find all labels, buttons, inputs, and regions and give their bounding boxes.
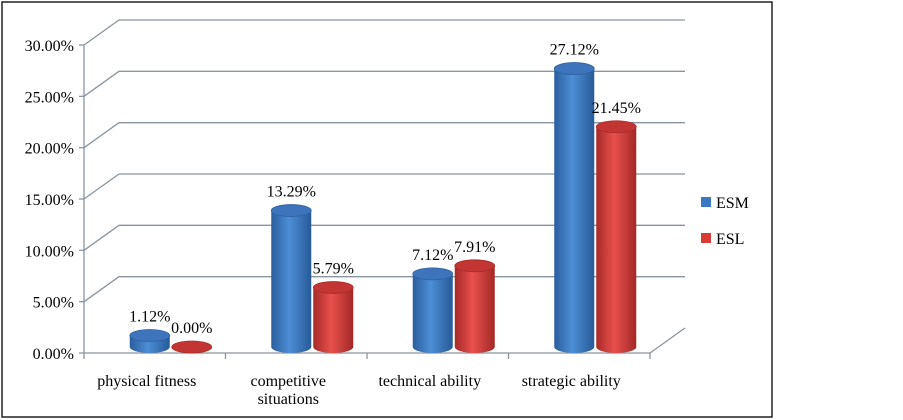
y-tick-label: 0.00% [33, 346, 74, 363]
bar-body [596, 126, 637, 353]
bar-top [171, 340, 213, 354]
y-tick-label: 5.00% [33, 295, 74, 312]
legend-label: ESM [716, 195, 749, 212]
bar-top [595, 120, 637, 134]
data-label: 1.12% [129, 309, 170, 326]
data-label: 21.45% [592, 100, 641, 117]
bar-esm [129, 329, 171, 353]
bar-body [554, 68, 595, 354]
bar-esm [412, 267, 454, 353]
bar-top [454, 259, 496, 273]
bar-top [412, 267, 454, 281]
bar-body [412, 273, 453, 353]
data-label: 5.79% [313, 261, 354, 278]
y-tick-label: 25.00% [25, 89, 74, 106]
legend-swatch-esm [701, 197, 711, 207]
y-tick-label: 15.00% [25, 192, 74, 209]
gridline [83, 70, 685, 97]
chart-border [1, 1, 773, 418]
y-tick-label: 30.00% [25, 38, 74, 55]
legend-label: ESL [716, 231, 744, 248]
bar-top [129, 329, 171, 342]
data-label: 0.00% [171, 320, 212, 337]
gridline [83, 224, 685, 251]
data-label: 13.29% [267, 184, 316, 201]
y-tick-label: 20.00% [25, 141, 74, 158]
bar-body [454, 265, 495, 353]
gridline [83, 276, 685, 303]
bar-body [271, 210, 312, 353]
bar-esl [312, 281, 354, 353]
x-category-label: strategic ability [522, 373, 621, 390]
x-category-label: physical fitness [97, 373, 196, 390]
bar-top [270, 204, 312, 217]
bar-top [312, 281, 354, 294]
x-category-label: technical ability [378, 373, 481, 390]
bar-esl [171, 340, 213, 354]
data-label: 27.12% [550, 42, 599, 59]
bar-esl [595, 120, 637, 353]
gridline [83, 122, 685, 149]
bar-esm [553, 62, 595, 354]
x-category-label: situations [258, 391, 319, 408]
gridline [83, 19, 685, 46]
bar-body [313, 287, 354, 353]
data-label: 7.12% [412, 247, 453, 264]
x-category-label: competitive [250, 373, 326, 390]
legend-swatch-esl [701, 233, 711, 243]
data-label: 7.91% [454, 239, 495, 256]
bar-esm [270, 204, 312, 353]
bar-top [553, 62, 595, 75]
bar-esl [454, 259, 496, 353]
y-tick-label: 10.00% [25, 243, 74, 260]
gridline [83, 173, 685, 200]
